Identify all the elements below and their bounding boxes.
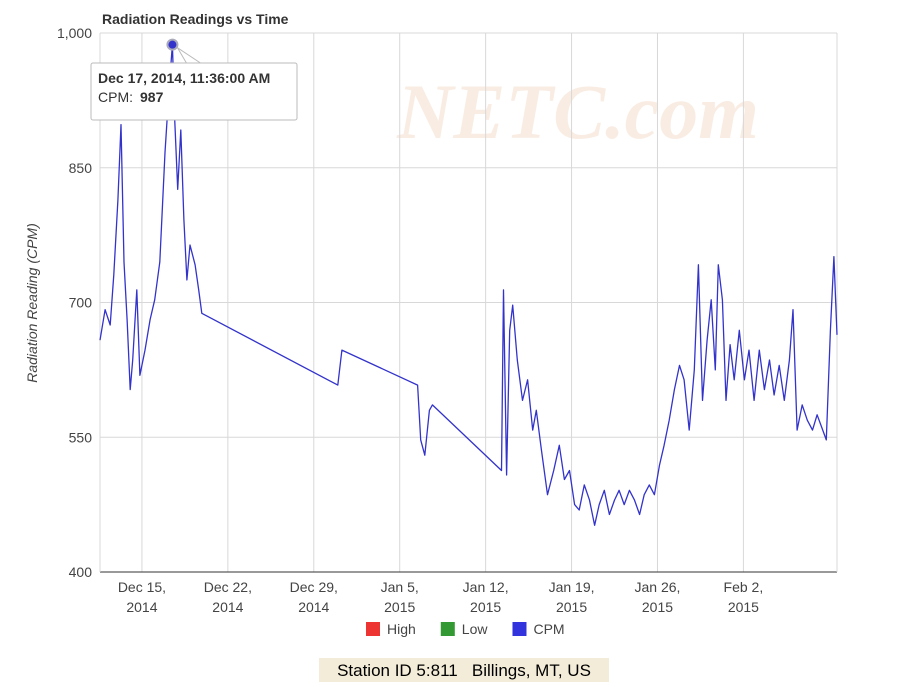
chart-title: Radiation Readings vs Time (102, 11, 289, 27)
tooltip-box (90, 62, 298, 121)
legend-label: Low (462, 621, 489, 637)
x-tick-label: Jan 26, 2015 (635, 579, 681, 615)
legend-label: CPM (533, 621, 564, 637)
tooltip-value: 987 (140, 89, 164, 105)
y-tick-label: 1,000 (57, 25, 92, 41)
tooltip-pointer (176, 47, 203, 64)
legend-swatch (512, 622, 527, 636)
watermark: NETC.com (396, 68, 759, 155)
y-axis-title: Radiation Reading (CPM) (24, 223, 40, 383)
tooltip-title: Dec 17, 2014, 11:36:00 AM (98, 70, 270, 86)
legend: High Low CPM (366, 621, 565, 637)
grid: 400 550 700 850 1,000 Dec 15, 2014 Dec 22, 2014 D… (57, 25, 838, 615)
x-tick-label: Dec 15, 2014 (118, 579, 166, 615)
legend-swatch (440, 622, 455, 636)
tooltip: Dec 17, 2014, 11:36:00 AM CPM: 987 (90, 62, 298, 121)
x-tick-label: Dec 22, 2014 (204, 579, 252, 615)
legend-swatch (366, 622, 380, 636)
x-tick-label: Jan 5, 2015 (381, 579, 419, 615)
x-tick-label: Feb 2, 2015 (724, 579, 764, 615)
data-line (99, 44, 838, 526)
y-tick-label: 700 (69, 295, 93, 311)
y-tick-label: 550 (69, 429, 93, 445)
y-tick-label: 400 (69, 564, 93, 580)
highlight-point (166, 38, 179, 51)
y-tick-label: 850 (69, 160, 93, 176)
x-tick-label: Jan 19, 2015 (549, 579, 595, 615)
x-tick-label: Dec 29, 2014 (290, 579, 338, 615)
footer: Station ID 5:811 Billings, MT, US (337, 661, 591, 680)
footer-background (319, 658, 609, 682)
tooltip-label: CPM: (98, 89, 133, 105)
x-tick-label: Jan 12, 2015 (463, 579, 509, 615)
legend-label: High (387, 621, 416, 637)
